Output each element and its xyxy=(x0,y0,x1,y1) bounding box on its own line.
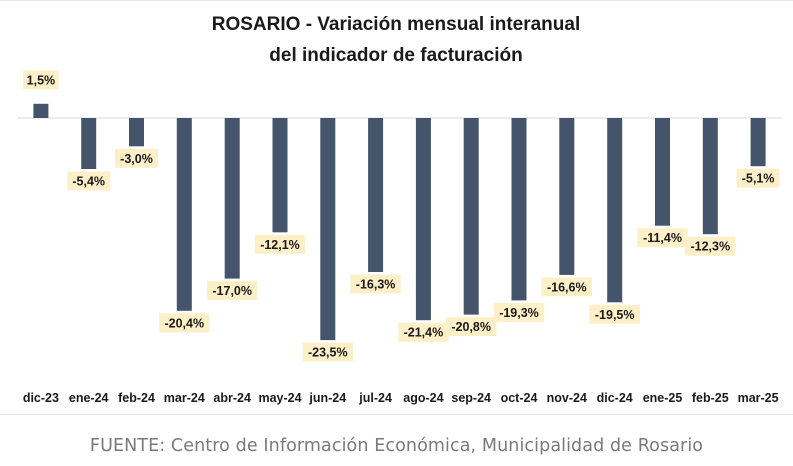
chart-frame: ROSARIO - Variación mensual interanual d… xyxy=(0,0,793,415)
category-label-feb-24: feb-24 xyxy=(118,391,155,405)
bar-jul-24 xyxy=(368,118,384,272)
bar-dic-23 xyxy=(33,103,49,118)
category-label-nov-24: nov-24 xyxy=(547,391,587,405)
category-label-ene-25: ene-25 xyxy=(643,391,683,405)
value-label-bg-oct-24 xyxy=(493,302,545,322)
value-label-bg-may-24 xyxy=(254,234,306,254)
value-label-bg-ene-24 xyxy=(67,171,111,191)
value-label-oct-24: -19,3% xyxy=(499,306,539,320)
bar-ene-24 xyxy=(81,118,97,169)
value-label-bg-sep-24 xyxy=(446,317,497,337)
bar-ene-25 xyxy=(655,118,670,226)
bar-chart: ROSARIO - Variación mensual interanual d… xyxy=(17,14,782,405)
value-label-bg-mar-25 xyxy=(736,168,780,188)
value-label-ago-24: -21,4% xyxy=(404,326,444,340)
value-label-bg-ago-24 xyxy=(398,322,449,342)
bar-oct-24 xyxy=(511,118,527,301)
chart-subtitle: del indicador de facturación xyxy=(269,45,522,66)
category-label-may-24: may-24 xyxy=(258,391,301,405)
value-label-bg-jun-24 xyxy=(302,342,353,362)
bar-nov-24 xyxy=(559,118,575,275)
value-label-bg-dic-23 xyxy=(23,70,59,90)
value-label-abr-24: -17,0% xyxy=(212,284,252,298)
bar-feb-25 xyxy=(702,118,718,235)
value-label-jun-24: -23,5% xyxy=(308,346,348,360)
category-label-ene-24: ene-24 xyxy=(69,391,109,405)
bar-mar-24 xyxy=(176,118,192,311)
value-label-bg-ene-25 xyxy=(637,228,688,248)
value-label-may-24: -12,1% xyxy=(260,238,300,252)
chart-title: ROSARIO - Variación mensual interanual xyxy=(212,14,581,35)
value-label-bg-nov-24 xyxy=(541,277,592,297)
category-label-jun-24: jun-24 xyxy=(308,391,346,405)
bar-sep-24 xyxy=(463,118,479,315)
bar-dic-24 xyxy=(607,118,623,303)
category-label-mar-25: mar-25 xyxy=(738,391,779,405)
bar-feb-24 xyxy=(129,118,144,147)
category-label-oct-24: oct-24 xyxy=(501,391,538,405)
bar-abr-24 xyxy=(224,118,240,279)
category-label-abr-24: abr-24 xyxy=(213,391,251,405)
value-label-feb-25: -12,3% xyxy=(690,240,730,254)
source-note: FUENTE: Centro de Información Económica,… xyxy=(89,436,704,456)
category-label-dic-23: dic-23 xyxy=(23,391,59,405)
plot-area: 1,5% dic-23 -5,4% ene-24 -3,0% feb-24 -20,4% ma… xyxy=(17,70,782,405)
value-label-mar-24: -20,4% xyxy=(164,316,204,330)
category-label-ago-24: ago-24 xyxy=(403,391,443,405)
category-label-dic-24: dic-24 xyxy=(597,391,633,405)
value-label-bg-dic-24 xyxy=(589,304,640,324)
category-label-mar-24: mar-24 xyxy=(164,391,205,405)
category-label-jul-24: jul-24 xyxy=(358,391,392,405)
bar-mar-25 xyxy=(750,118,766,167)
value-label-ene-25: -11,4% xyxy=(643,231,682,245)
value-label-feb-24: -3,0% xyxy=(120,152,153,166)
value-label-bg-jul-24 xyxy=(350,274,401,294)
value-label-bg-mar-24 xyxy=(159,313,210,333)
value-label-dic-23: 1,5% xyxy=(27,73,56,87)
value-label-bg-abr-24 xyxy=(207,281,258,301)
bar-ago-24 xyxy=(415,118,431,321)
value-label-jul-24: -16,3% xyxy=(356,278,396,292)
value-label-sep-24: -20,8% xyxy=(451,320,491,334)
value-label-nov-24: -16,6% xyxy=(547,280,587,294)
value-label-dic-24: -19,5% xyxy=(595,308,635,322)
bar-may-24 xyxy=(272,118,288,233)
category-label-sep-24: sep-24 xyxy=(451,391,491,405)
bar-jun-24 xyxy=(320,118,336,341)
value-label-ene-24: -5,4% xyxy=(72,175,105,189)
value-label-bg-feb-24 xyxy=(115,148,158,168)
value-label-mar-25: -5,1% xyxy=(742,172,775,186)
value-label-bg-feb-25 xyxy=(685,236,736,256)
category-label-feb-25: feb-25 xyxy=(692,391,729,405)
